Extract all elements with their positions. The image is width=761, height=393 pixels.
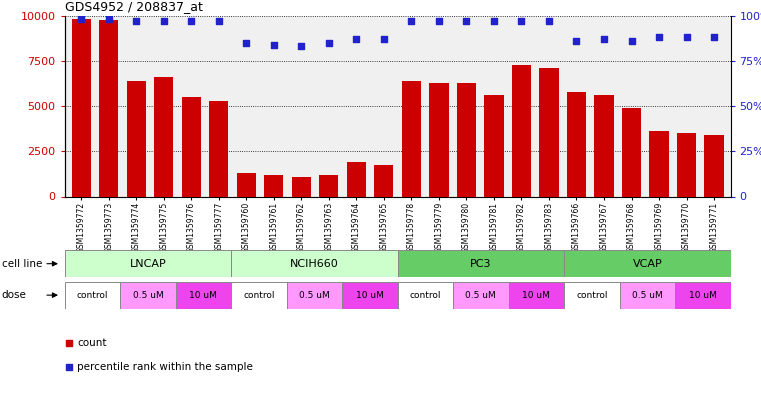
- Bar: [619, 282, 675, 309]
- Bar: [176, 282, 231, 309]
- Point: [350, 36, 362, 42]
- Text: 0.5 uM: 0.5 uM: [466, 291, 496, 299]
- Bar: [429, 83, 448, 196]
- Bar: [540, 68, 559, 196]
- Bar: [675, 282, 731, 309]
- Text: 10 uM: 10 uM: [189, 291, 218, 299]
- Bar: [319, 175, 339, 196]
- Point: [543, 18, 555, 24]
- Bar: [287, 282, 342, 309]
- Bar: [209, 101, 228, 196]
- Bar: [231, 282, 287, 309]
- Bar: [99, 20, 119, 196]
- Text: LNCAP: LNCAP: [129, 259, 167, 269]
- Bar: [508, 282, 564, 309]
- Text: percentile rank within the sample: percentile rank within the sample: [78, 362, 253, 372]
- Bar: [402, 81, 421, 196]
- Bar: [594, 95, 613, 196]
- Bar: [567, 92, 586, 196]
- Bar: [237, 173, 256, 196]
- Bar: [705, 135, 724, 196]
- Point: [406, 18, 418, 24]
- Bar: [154, 77, 174, 196]
- Point: [626, 38, 638, 44]
- Point: [433, 18, 445, 24]
- Bar: [457, 83, 476, 196]
- Point: [460, 18, 473, 24]
- Point: [680, 34, 693, 40]
- Point: [130, 18, 142, 24]
- Bar: [347, 162, 366, 196]
- Bar: [397, 282, 453, 309]
- Text: cell line: cell line: [2, 259, 42, 269]
- Text: control: control: [409, 291, 441, 299]
- Bar: [564, 282, 619, 309]
- Bar: [453, 282, 508, 309]
- Bar: [564, 250, 731, 277]
- Bar: [264, 175, 283, 196]
- Text: 0.5 uM: 0.5 uM: [632, 291, 663, 299]
- Bar: [231, 250, 397, 277]
- Bar: [484, 95, 504, 196]
- Point: [598, 36, 610, 42]
- Point: [377, 36, 390, 42]
- Point: [306, 42, 318, 48]
- Text: control: control: [576, 291, 607, 299]
- Bar: [126, 81, 146, 196]
- Point: [306, 256, 318, 263]
- Point: [240, 40, 253, 46]
- Text: 0.5 uM: 0.5 uM: [132, 291, 164, 299]
- Point: [158, 18, 170, 24]
- Bar: [182, 97, 201, 196]
- Bar: [291, 176, 311, 196]
- Bar: [374, 165, 393, 196]
- Bar: [342, 282, 397, 309]
- Point: [212, 18, 224, 24]
- Text: control: control: [77, 291, 108, 299]
- Point: [103, 16, 115, 22]
- Text: GDS4952 / 208837_at: GDS4952 / 208837_at: [65, 0, 202, 13]
- Point: [323, 40, 335, 46]
- Bar: [72, 19, 91, 196]
- Text: VCAP: VCAP: [632, 259, 662, 269]
- Bar: [622, 108, 641, 196]
- Point: [571, 38, 583, 44]
- Text: NCIH660: NCIH660: [290, 259, 339, 269]
- Text: dose: dose: [2, 290, 27, 300]
- Bar: [120, 282, 176, 309]
- Text: count: count: [78, 338, 107, 348]
- Bar: [512, 64, 531, 196]
- Text: 0.5 uM: 0.5 uM: [299, 291, 330, 299]
- Point: [268, 42, 280, 48]
- Point: [708, 34, 720, 40]
- Text: control: control: [244, 291, 275, 299]
- Text: PC3: PC3: [470, 259, 492, 269]
- Point: [488, 18, 500, 24]
- Point: [75, 16, 88, 22]
- Text: 10 uM: 10 uM: [689, 291, 717, 299]
- Point: [515, 18, 527, 24]
- Point: [653, 34, 665, 40]
- Bar: [65, 282, 120, 309]
- Bar: [65, 250, 231, 277]
- Point: [295, 43, 307, 50]
- Point: [185, 18, 197, 24]
- Text: 10 uM: 10 uM: [356, 291, 384, 299]
- Bar: [397, 250, 564, 277]
- Bar: [649, 131, 669, 196]
- Text: 10 uM: 10 uM: [522, 291, 550, 299]
- Bar: [677, 133, 696, 196]
